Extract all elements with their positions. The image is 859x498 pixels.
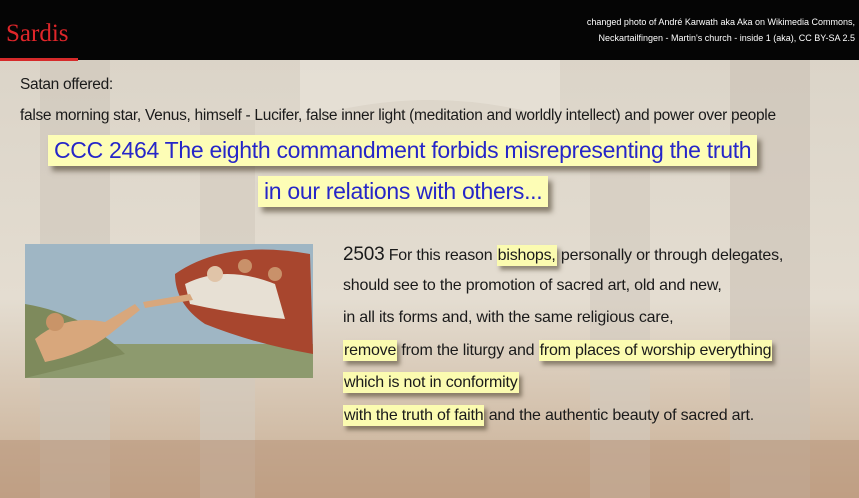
- title-underline: [0, 58, 78, 61]
- intro-line: Satan offered:: [20, 76, 113, 94]
- highlighted-text: which is not in conformity: [343, 372, 519, 393]
- quote-line: which is not in conformity: [343, 374, 783, 407]
- callout-line: in our relations with others...: [258, 176, 548, 207]
- quote-text: from the liturgy and: [397, 342, 538, 359]
- creation-of-adam-image: [25, 244, 313, 378]
- credit-line: changed photo of André Karwath aka Aka o…: [587, 14, 855, 30]
- quote-text: 2503 For this reason: [343, 247, 497, 264]
- quote-line: 2503 For this reason bishops, personally…: [343, 244, 783, 277]
- photo-credit: changed photo of André Karwath aka Aka o…: [587, 14, 855, 46]
- quote-text: should see to the promotion of sacred ar…: [343, 277, 722, 294]
- quote-text: personally or through delegates,: [557, 247, 783, 264]
- slide: Sardis changed photo of André Karwath ak…: [0, 0, 859, 498]
- quote-line: should see to the promotion of sacred ar…: [343, 277, 783, 310]
- highlighted-text: bishops,: [497, 245, 557, 266]
- highlighted-text: from places of worship everything: [539, 340, 773, 361]
- credit-line: Neckartailfingen - Martin's church - ins…: [587, 30, 855, 46]
- slide-title: Sardis: [6, 20, 69, 48]
- quote-text: in all its forms and, with the same reli…: [343, 309, 673, 326]
- quote-line: in all its forms and, with the same reli…: [343, 309, 783, 342]
- quote-line: remove from the liturgy and from places …: [343, 342, 783, 375]
- highlighted-text: remove: [343, 340, 397, 361]
- quote-text: and the authentic beauty of sacred art.: [484, 407, 754, 424]
- highlighted-text: with the truth of faith: [343, 405, 484, 426]
- quote: 2503 For this reason bishops, personally…: [343, 244, 783, 439]
- callout-line: CCC 2464 The eighth commandment forbids …: [48, 135, 757, 166]
- intro-line: false morning star, Venus, himself - Luc…: [20, 107, 776, 125]
- quote-line: with the truth of faith and the authenti…: [343, 407, 783, 440]
